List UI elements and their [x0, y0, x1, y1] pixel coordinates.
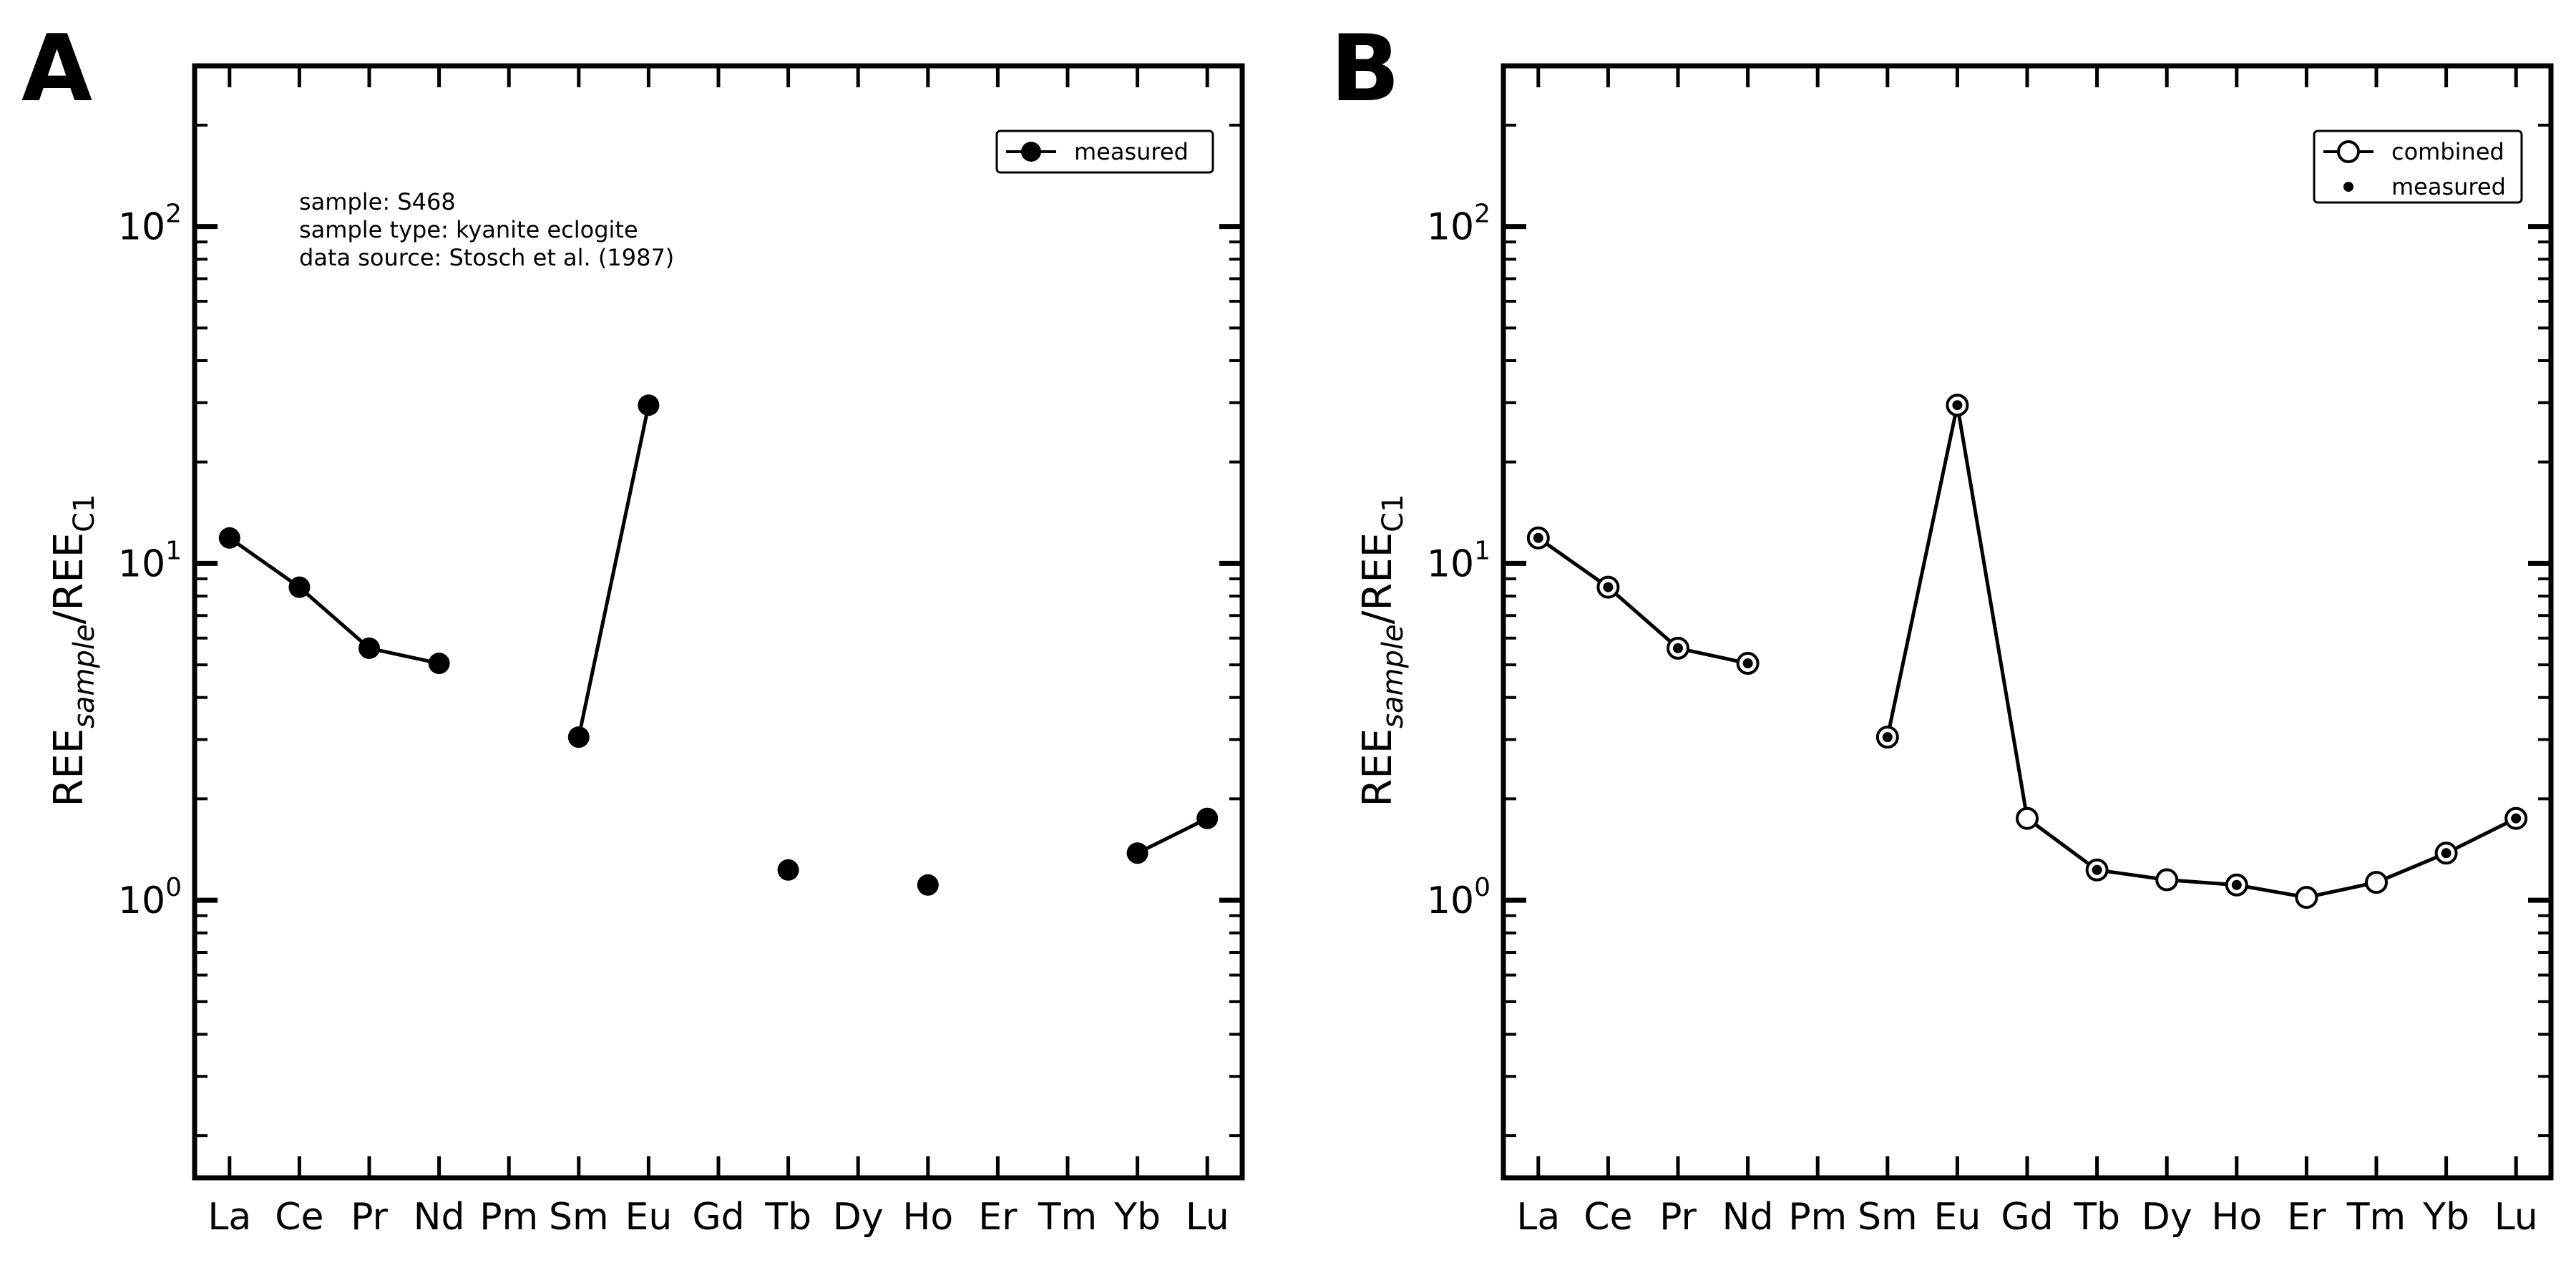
legend-marker [1021, 142, 1041, 162]
marker-measured [1196, 807, 1219, 829]
marker-measured [2231, 879, 2242, 890]
marker-measured [1673, 643, 1683, 653]
marker-measured [428, 653, 450, 675]
legend-label: combined [2391, 138, 2504, 165]
x-tick-label: Nd [414, 1196, 465, 1239]
x-tick-label: Eu [1933, 1196, 1981, 1239]
x-tick-label: Ce [275, 1196, 323, 1239]
marker-measured [638, 394, 660, 416]
annotation-text: data source: Stosch et al. (1987) [299, 244, 674, 271]
marker-combined [2365, 871, 2388, 894]
marker-measured [777, 859, 799, 881]
x-tick-label: Sm [1858, 1196, 1918, 1239]
marker-measured [1882, 732, 1893, 743]
y-tick-label: 102 [118, 200, 182, 249]
panel-b: B La Ce Pr Nd Pm Sm Eu Gd Tb Dy Ho Er Tm Yb Lu 100 101 102… [1330, 16, 2554, 1239]
y-tick-label: 101 [118, 536, 182, 585]
marker-combined [2155, 868, 2179, 892]
x-tick-label: Ho [902, 1196, 953, 1239]
marker-measured [1952, 400, 1963, 411]
y-tick-label: 100 [118, 873, 182, 922]
legend-label: measured [1074, 138, 1189, 165]
x-tick-label: Lu [1186, 1196, 1229, 1239]
x-tick-label: Dy [833, 1196, 884, 1239]
x-tick-label: Sm [549, 1196, 609, 1239]
series-line-measured [1136, 816, 1209, 855]
x-tick-label: Er [978, 1196, 1018, 1239]
series-line-combined [1885, 403, 2517, 899]
y-tick-label: 100 [1427, 873, 1491, 922]
marker-measured [358, 637, 380, 659]
legend-marker [2343, 182, 2353, 192]
marker-measured [917, 874, 939, 896]
x-tick-label: Gd [2001, 1196, 2053, 1239]
annotation-text: sample: S468 [299, 188, 456, 215]
x-tick-label: Tb [2073, 1196, 2120, 1239]
x-tick-label: Tm [1038, 1196, 1097, 1239]
x-tick-label: Yb [1113, 1196, 1161, 1239]
marker-measured [1603, 582, 1614, 592]
legend-box [2313, 130, 2523, 204]
y-axis-label: REEsample/REEC1 [1355, 494, 1410, 806]
x-tick-label: Pm [479, 1196, 538, 1239]
marker-combined [2016, 806, 2039, 830]
x-tick-label: Tb [764, 1196, 811, 1239]
legend-marker [2337, 140, 2360, 163]
x-tick-label: Eu [625, 1196, 672, 1239]
x-tick-label: Gd [692, 1196, 744, 1239]
x-tick-label: Ho [2211, 1196, 2262, 1239]
y-tick-label: 101 [1427, 536, 1491, 585]
series-line-measured [228, 536, 440, 665]
x-tick-label: Pr [351, 1196, 388, 1239]
marker-measured [2511, 813, 2522, 824]
x-tick-label: Pm [1788, 1196, 1847, 1239]
marker-measured [218, 527, 240, 549]
panel-a: A La Ce Pr Nd Pm Sm Eu Gd Tb Dy Ho Er Tm Yb Lu 100 101 102… [21, 16, 1245, 1239]
marker-measured [1742, 658, 1753, 669]
y-axis-label: REEsample/REEC1 [46, 494, 101, 806]
x-tick-label: Dy [2142, 1196, 2192, 1239]
series-line-measured [577, 404, 650, 738]
plot-frame [1501, 63, 2554, 1181]
x-tick-label: Ce [1584, 1196, 1632, 1239]
x-tick-label: La [208, 1196, 251, 1239]
x-tick-label: Yb [2422, 1196, 2469, 1239]
y-tick-label: 102 [1427, 200, 1491, 249]
x-tick-label: Lu [2494, 1196, 2538, 1239]
x-tick-label: Er [2287, 1196, 2326, 1239]
annotation-text: sample type: kyanite eclogite [299, 216, 638, 243]
panel-letter: A [21, 16, 92, 122]
marker-measured [567, 726, 590, 748]
x-tick-label: Nd [1722, 1196, 1774, 1239]
x-tick-label: La [1516, 1196, 1560, 1239]
marker-measured [2092, 864, 2102, 875]
marker-combined [2295, 886, 2318, 909]
panel-letter: B [1330, 16, 1400, 122]
legend-label: measured [2391, 173, 2506, 200]
marker-measured [1533, 532, 1543, 543]
x-tick-label: Pr [1659, 1196, 1697, 1239]
legend-box [995, 130, 1214, 174]
marker-measured [2441, 848, 2451, 859]
x-tick-label: Tm [2346, 1196, 2406, 1239]
marker-measured [1126, 842, 1148, 864]
marker-measured [288, 576, 311, 598]
series-line-combined [1537, 536, 1749, 665]
